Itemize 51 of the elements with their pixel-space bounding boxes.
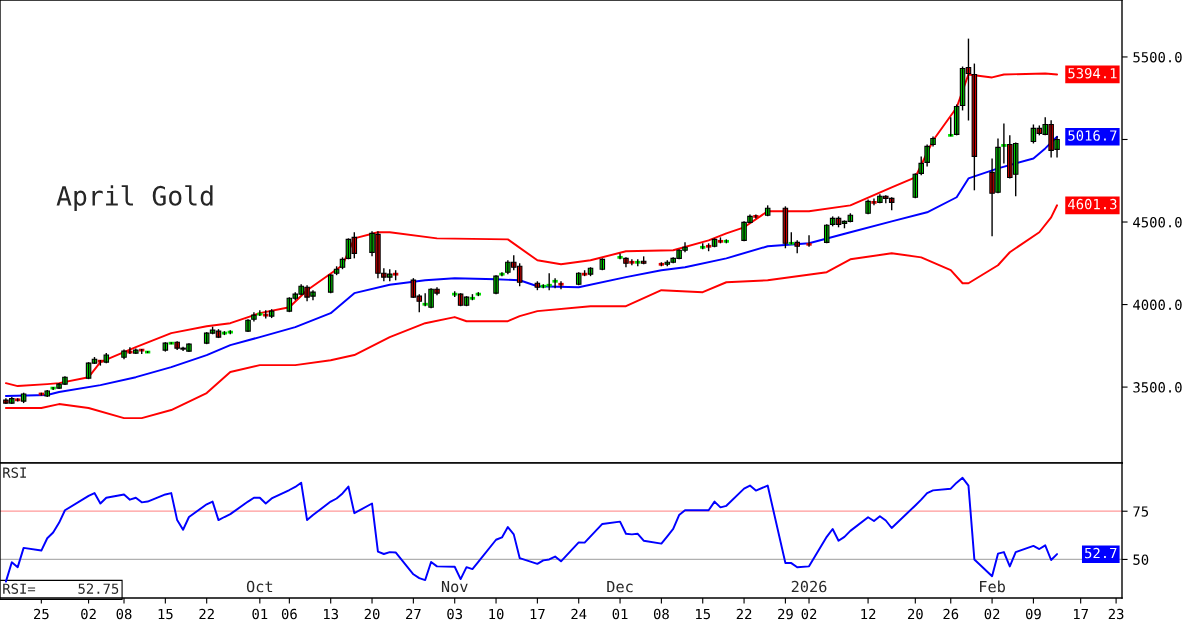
x-tick-label: 08 [116,608,132,620]
x-tick-label: 25 [34,608,49,620]
candlestick [912,172,919,199]
x-tick-label: 20 [364,608,380,620]
annotation: RSI= 52.75 [3,583,119,594]
x2-tick-label: Dec [607,580,633,593]
x2-tick-label: Nov [441,580,468,593]
y-tick-label: 5500.0 [1133,51,1182,63]
x2-tick-label: Feb [980,580,1005,593]
x-tick-label: 12 [861,608,876,620]
candlestick [823,223,830,245]
x-tick-label: 20 [907,608,923,620]
x-tick-label: 27 [406,608,421,620]
y-tick-label: 75 [1133,506,1149,517]
x-tick-label: 06 [281,608,297,620]
candlestick [327,273,334,294]
x2-tick-label: Oct [246,580,273,593]
x-tick-label: 29 [778,608,793,620]
annotation: 52.7 [1085,547,1117,559]
annotation: 5016.7 [1068,130,1117,141]
x-tick-label: 15 [158,608,173,620]
x-tick-label: 23 [1108,608,1124,620]
x-tick-label: 08 [653,608,669,620]
annotation: 4601.3 [1068,198,1117,210]
x-tick-label: 15 [696,608,710,620]
x-tick-label: 02 [984,608,1000,620]
x-tick-label: 09 [1025,608,1041,620]
chart-title: RSI [3,467,26,478]
x-tick-label: 01 [252,608,268,620]
annotation: 5394.1 [1068,67,1117,79]
x-tick-label: 02 [81,608,96,620]
x-tick-label: 17 [530,608,545,620]
x-tick-label: 26 [943,608,959,620]
y-tick-label: 3500.0 [1133,382,1182,393]
text: April Gold [56,185,213,211]
x-tick-label: 24 [571,608,587,620]
x-tick-label: 22 [736,608,752,620]
x-tick-label: 01 [612,608,628,620]
x-tick-label: 13 [324,608,339,620]
x-tick-label: 02 [801,608,817,620]
line-series [4,135,1059,397]
x-tick-label: 22 [199,608,214,620]
x2-tick-label: 2026 [791,580,827,593]
x-tick-label: 03 [447,608,463,620]
y-tick-label: 4500.0 [1133,217,1182,228]
x-tick-label: 10 [489,608,504,620]
y-tick-label: 4000.0 [1133,299,1182,311]
x-tick-label: 17 [1073,608,1088,620]
y-tick-label: 50 [1133,554,1149,565]
candlestick [918,155,924,176]
candlestick [133,347,139,355]
